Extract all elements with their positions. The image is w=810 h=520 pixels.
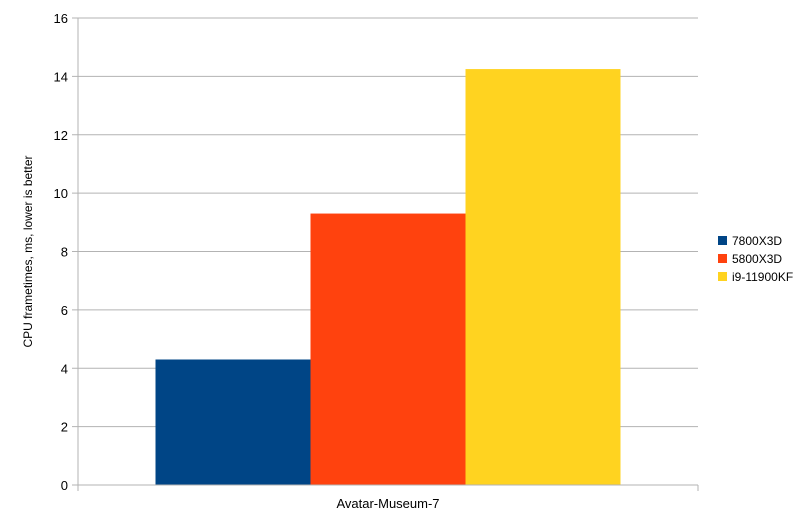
legend: 7800X3D 5800X3D i9-11900KF	[718, 234, 793, 284]
bar-5800X3D	[310, 213, 466, 485]
x-tick-label: Avatar-Museum-7	[336, 496, 439, 511]
y-axis-title: CPU frametimes, ms, lower is better	[21, 155, 35, 347]
legend-label: 5800X3D	[732, 252, 782, 266]
legend-swatch-i9-11900KF	[718, 272, 727, 281]
legend-swatch-5800X3D	[718, 254, 727, 263]
y-tick-label: 2	[61, 420, 68, 435]
y-tick-label: 4	[61, 361, 68, 376]
y-tick-label: 6	[61, 303, 68, 318]
y-tick-label: 8	[61, 245, 68, 260]
y-tick-label: 14	[54, 69, 68, 84]
x-tick-labels: Avatar-Museum-7	[336, 496, 439, 511]
bar-7800X3D	[155, 359, 311, 485]
y-tick-label: 12	[54, 128, 68, 143]
legend-label: 7800X3D	[732, 234, 782, 248]
bars	[155, 69, 621, 485]
y-tick-label: 0	[61, 478, 68, 493]
y-tick-labels: 0 2 4 6 8 10 12 14 16	[54, 11, 68, 493]
bar-i9-11900KF	[465, 69, 621, 485]
legend-label: i9-11900KF	[732, 270, 793, 284]
y-tick-label: 16	[54, 11, 68, 26]
y-tick-label: 10	[54, 186, 68, 201]
legend-swatch-7800X3D	[718, 236, 727, 245]
axes	[77, 18, 699, 491]
